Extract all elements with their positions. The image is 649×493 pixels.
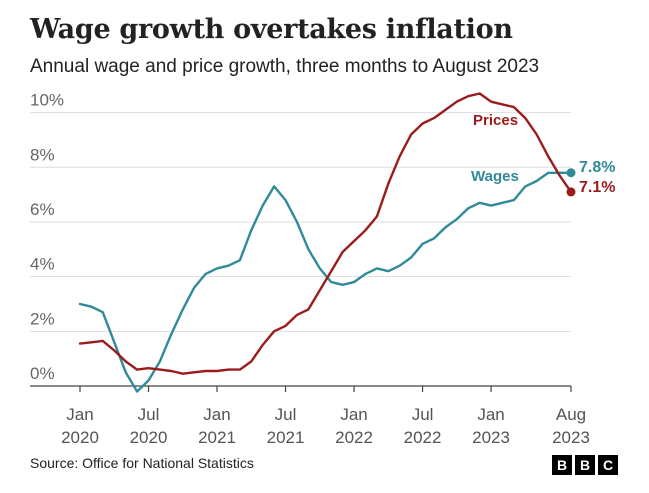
logo-letter-c: C <box>598 455 618 475</box>
y-tick-label: 2% <box>30 309 55 328</box>
x-tick-label: 2021 <box>198 428 236 447</box>
x-tick-label: 2021 <box>267 428 305 447</box>
y-tick-label: 4% <box>30 255 55 274</box>
series-label-wages: Wages <box>471 168 519 185</box>
x-tick-label: Jan <box>477 405 504 424</box>
x-tick-label: Jul <box>138 405 160 424</box>
x-tick-label: Jul <box>275 405 297 424</box>
x-tick-label: Jan <box>66 405 93 424</box>
x-tick-label: 2023 <box>552 428 590 447</box>
x-tick-label: Jul <box>412 405 434 424</box>
x-tick-label: 2022 <box>404 428 442 447</box>
series-label-prices: Prices <box>473 112 518 129</box>
x-tick-label: 2020 <box>61 428 99 447</box>
series-line-wages <box>78 171 573 393</box>
series-end-point-wages <box>566 168 576 178</box>
x-tick-label: 2022 <box>335 428 373 447</box>
y-tick-label: 0% <box>30 364 55 383</box>
x-tick-label: Jan <box>340 405 367 424</box>
source-note: Source: Office for National Statistics <box>30 455 254 471</box>
x-tick-label: 2023 <box>472 428 510 447</box>
chart-title: Wage growth overtakes inflation <box>30 14 513 45</box>
x-tick-label: Jan <box>203 405 230 424</box>
series-line-prices <box>78 92 573 375</box>
series-end-label-prices: 7.1% <box>579 179 615 196</box>
y-tick-label: 8% <box>30 145 55 164</box>
x-tick-label: Aug <box>556 405 586 424</box>
series-end-point-prices <box>566 187 576 197</box>
bbc-logo: B B C <box>552 455 618 475</box>
logo-letter-b1: B <box>552 455 572 475</box>
y-tick-label: 6% <box>30 200 55 219</box>
chart-subtitle: Annual wage and price growth, three mont… <box>30 56 540 77</box>
logo-letter-b2: B <box>575 455 595 475</box>
series-end-label-wages: 7.8% <box>579 159 615 176</box>
x-tick-label: 2020 <box>130 428 168 447</box>
y-tick-label: 10% <box>30 91 64 110</box>
